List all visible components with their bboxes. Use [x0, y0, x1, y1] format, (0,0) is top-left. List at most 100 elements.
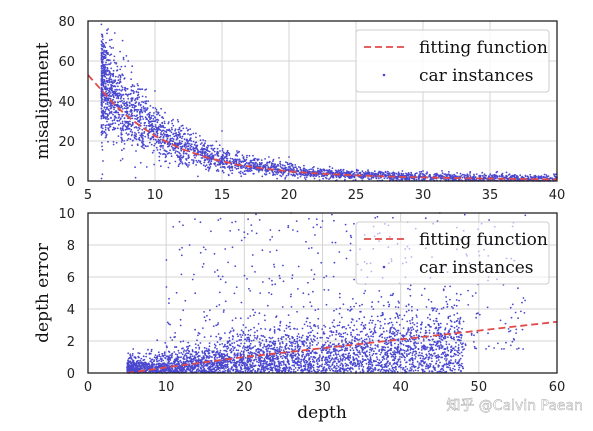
data-point — [138, 138, 141, 141]
data-point — [174, 128, 177, 131]
data-point — [158, 159, 161, 162]
data-point — [452, 367, 454, 370]
data-point — [112, 95, 115, 98]
data-point — [169, 134, 172, 137]
data-point — [136, 83, 139, 85]
data-point — [168, 129, 171, 132]
data-point — [124, 128, 127, 131]
data-point — [238, 160, 240, 162]
data-point — [161, 352, 164, 355]
data-point — [116, 65, 119, 68]
data-point — [228, 165, 230, 168]
data-point — [331, 176, 334, 179]
data-point — [516, 177, 518, 180]
data-point — [221, 343, 224, 345]
data-point — [297, 170, 299, 173]
data-point — [101, 132, 104, 135]
data-point — [410, 171, 412, 174]
data-point — [392, 178, 394, 181]
data-point — [435, 348, 438, 351]
data-point — [180, 148, 182, 150]
data-point — [416, 172, 418, 175]
data-point — [456, 172, 458, 174]
data-point — [455, 304, 458, 307]
data-point — [202, 164, 205, 167]
data-point — [156, 121, 159, 124]
data-point — [187, 133, 189, 135]
data-point — [235, 168, 238, 170]
data-point — [307, 171, 310, 174]
data-point — [406, 173, 409, 176]
data-point — [409, 322, 412, 325]
data-point — [135, 150, 137, 152]
data-point — [117, 123, 120, 126]
data-point — [130, 134, 133, 137]
data-point — [100, 103, 103, 105]
x-tick-label: 20 — [281, 188, 298, 203]
data-point — [484, 174, 486, 177]
data-point — [292, 166, 295, 169]
data-point — [176, 134, 179, 136]
data-point — [229, 157, 232, 160]
data-point — [397, 171, 400, 174]
data-point — [279, 165, 282, 168]
data-point — [178, 159, 181, 161]
data-point — [138, 102, 141, 104]
data-point — [265, 164, 268, 167]
data-point — [237, 167, 240, 170]
data-point — [221, 148, 224, 150]
data-point — [255, 161, 257, 164]
data-point — [451, 177, 453, 179]
y-tick-label: 40 — [58, 95, 75, 110]
data-point — [261, 175, 264, 178]
data-point — [303, 344, 305, 347]
data-point — [107, 81, 109, 84]
data-point — [512, 175, 515, 178]
data-point — [515, 176, 518, 178]
data-point — [217, 170, 220, 173]
data-point — [249, 159, 252, 162]
data-point — [226, 157, 229, 160]
data-point — [358, 365, 360, 368]
data-point — [395, 177, 398, 179]
data-point — [102, 117, 105, 119]
data-point — [444, 327, 447, 330]
data-point — [105, 52, 108, 54]
top-legend-fit-label: fitting function — [419, 38, 548, 58]
data-point — [146, 113, 149, 116]
data-point — [103, 49, 105, 52]
data-point — [374, 347, 377, 350]
data-point — [304, 174, 306, 177]
data-point — [386, 177, 389, 180]
data-point — [268, 161, 271, 164]
data-point — [444, 173, 447, 176]
data-point — [455, 336, 458, 338]
data-point — [130, 85, 133, 88]
data-point — [175, 150, 177, 153]
data-point — [113, 115, 116, 118]
data-point — [250, 340, 253, 342]
data-point — [361, 368, 364, 371]
data-point — [455, 175, 458, 178]
data-point — [383, 337, 386, 339]
data-point — [197, 159, 200, 162]
data-point — [220, 158, 223, 161]
data-point — [177, 133, 180, 136]
data-point — [388, 368, 391, 370]
data-point — [115, 110, 117, 112]
data-point — [109, 92, 112, 94]
data-point — [233, 356, 236, 359]
data-point — [123, 104, 126, 107]
data-point — [101, 61, 103, 64]
data-point — [455, 299, 458, 301]
data-point — [354, 362, 357, 364]
data-point — [270, 162, 273, 165]
data-point — [451, 174, 454, 177]
data-point — [440, 174, 443, 177]
data-point — [335, 367, 338, 370]
data-point — [192, 140, 195, 143]
data-point — [100, 94, 103, 97]
data-point — [148, 141, 151, 144]
data-point — [368, 338, 371, 340]
data-point — [427, 358, 430, 361]
